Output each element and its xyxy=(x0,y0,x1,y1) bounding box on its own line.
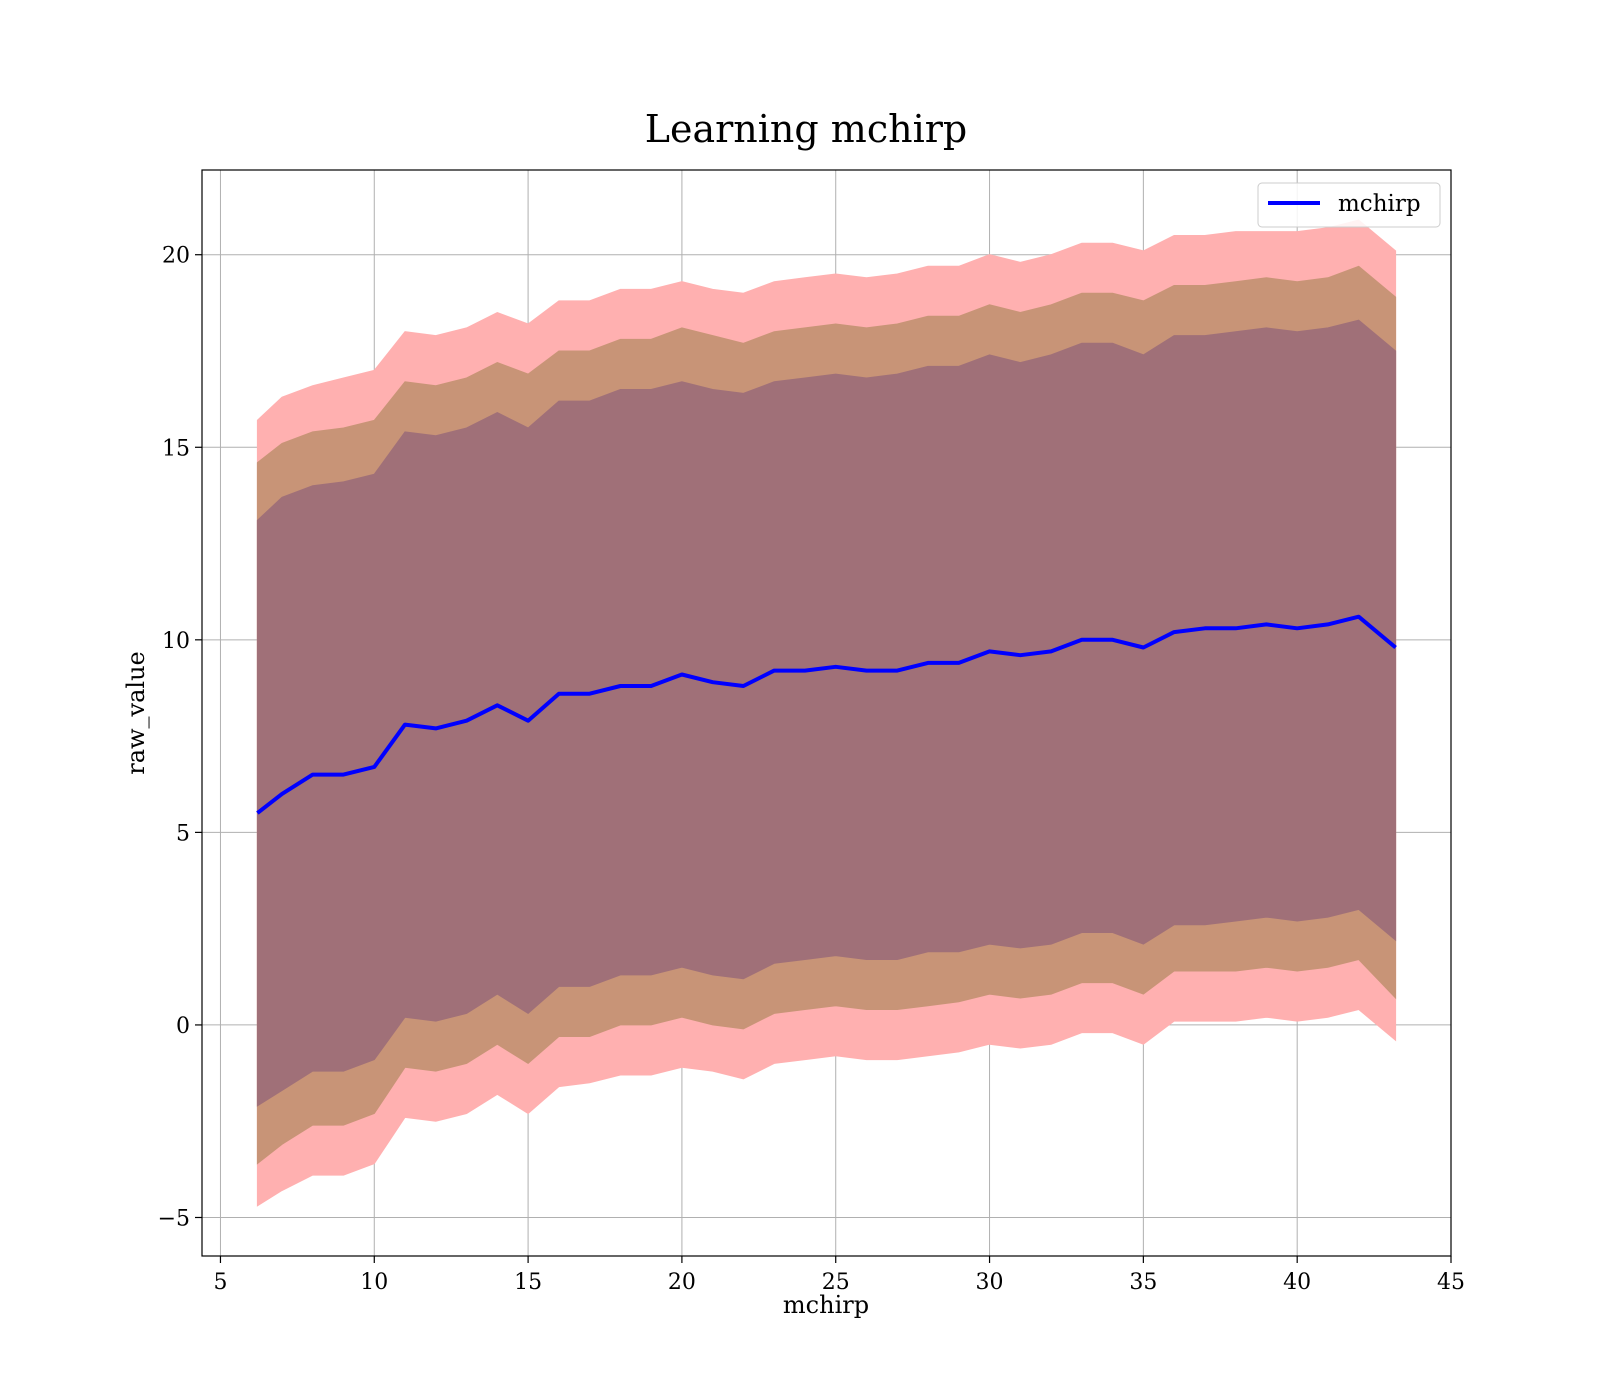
x-axis-ticks: 5 10 15 20 25 30 35 40 45 xyxy=(213,1256,1465,1295)
legend-box xyxy=(1257,182,1441,228)
x-tick-label: 25 xyxy=(822,1270,850,1295)
y-tick-label: 0 xyxy=(176,1014,190,1039)
series-lines xyxy=(256,614,1397,815)
y-tick-label: 5 xyxy=(176,821,190,846)
band-1sigma xyxy=(256,319,1397,1107)
x-tick-label: 45 xyxy=(1437,1270,1465,1295)
legend: mchirp xyxy=(1257,182,1441,228)
x-tick-label: 15 xyxy=(514,1270,542,1295)
x-tick-label: 35 xyxy=(1129,1270,1157,1295)
chart-title: Learning mchirp xyxy=(645,107,967,151)
x-tick-label: 20 xyxy=(668,1270,696,1295)
legend-label-mchirp: mchirp xyxy=(1338,191,1421,217)
y-tick-label: 15 xyxy=(162,436,190,461)
x-tick-label: 40 xyxy=(1283,1270,1311,1295)
y-axis-label: raw_value xyxy=(122,651,150,775)
x-tick-label: 30 xyxy=(976,1270,1004,1295)
y-tick-label: 10 xyxy=(162,629,190,654)
confidence-bands xyxy=(256,219,1397,1207)
plot-frame xyxy=(201,169,1452,1257)
y-axis-ticks: −5 0 5 10 15 20 xyxy=(158,244,202,1231)
series-line-mchirp xyxy=(256,614,1397,815)
x-axis-label: mchirp xyxy=(783,1291,869,1319)
x-tick-label: 5 xyxy=(213,1270,227,1295)
x-tick-label: 10 xyxy=(360,1270,388,1295)
y-tick-label: 20 xyxy=(162,244,190,269)
y-tick-label: −5 xyxy=(158,1206,190,1231)
